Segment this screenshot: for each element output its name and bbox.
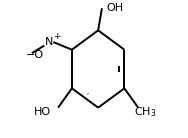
- Text: +: +: [53, 32, 61, 41]
- Text: −O: −O: [26, 50, 44, 59]
- Text: CH$_3$: CH$_3$: [134, 105, 156, 119]
- Text: HO: HO: [34, 107, 51, 117]
- Text: OH: OH: [106, 3, 124, 13]
- Text: N: N: [45, 37, 53, 47]
